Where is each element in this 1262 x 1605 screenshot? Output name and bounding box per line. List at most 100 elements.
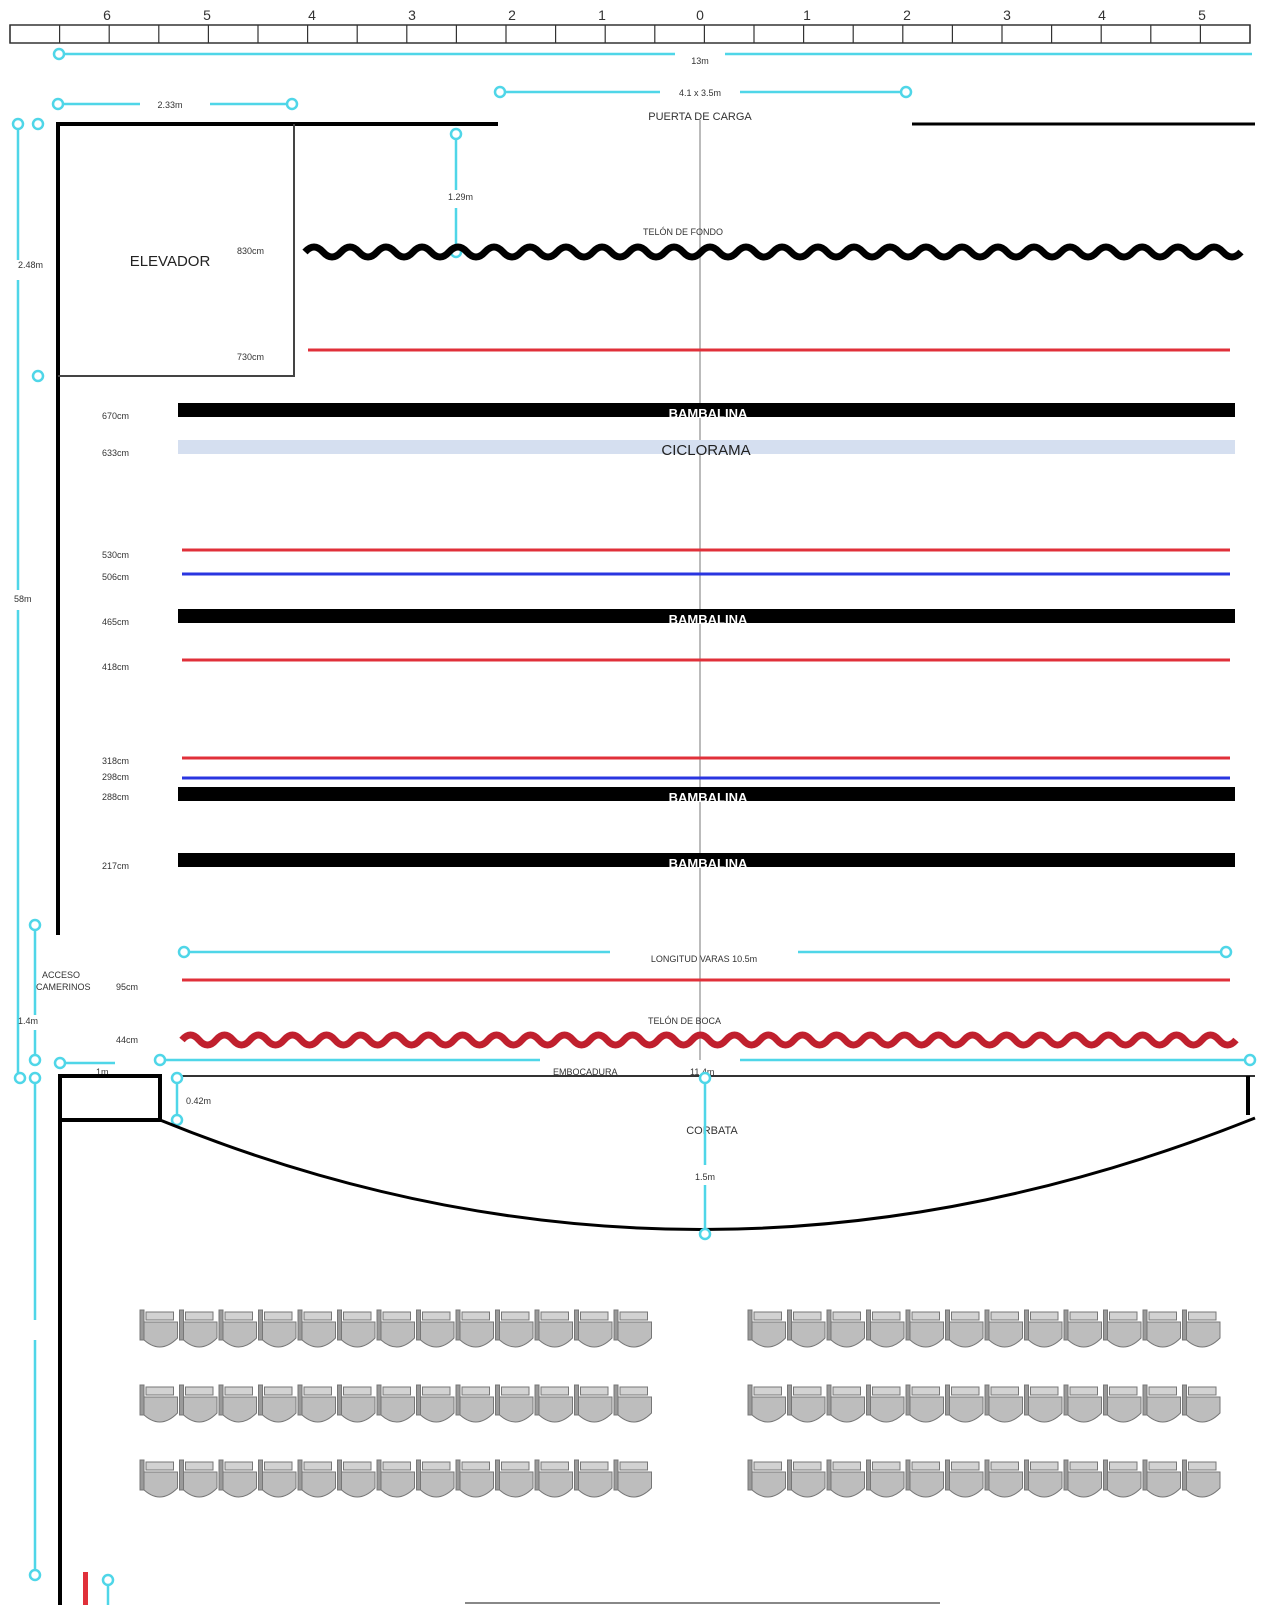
seat <box>787 1384 826 1423</box>
seat <box>534 1384 573 1423</box>
loading-door-size: 4.1 x 3.5m <box>679 88 721 98</box>
cyclorama-batten <box>178 440 1235 454</box>
seat <box>826 1459 865 1498</box>
seat <box>495 1459 534 1498</box>
seat <box>613 1384 652 1423</box>
batten-height-label: 506cm <box>102 572 129 582</box>
batten-height-label: 830cm <box>237 246 264 256</box>
seat <box>337 1459 376 1498</box>
seat <box>826 1309 865 1348</box>
red-marker <box>83 1572 88 1605</box>
elevator-width-dimension: 2.33m <box>51 97 299 111</box>
ruler-number: 2 <box>903 7 911 23</box>
seat <box>1103 1309 1142 1348</box>
seat <box>613 1309 652 1348</box>
seat <box>139 1309 178 1348</box>
batten-height-label: 633cm <box>102 448 129 458</box>
seat <box>747 1384 786 1423</box>
seat <box>747 1459 786 1498</box>
ruler-number: 2 <box>508 7 516 23</box>
back-wall <box>56 122 1255 935</box>
seat <box>218 1384 257 1423</box>
border-batten <box>178 609 1235 623</box>
seat <box>416 1309 455 1348</box>
seat <box>905 1309 944 1348</box>
seat <box>613 1459 652 1498</box>
seat <box>376 1459 415 1498</box>
seat <box>179 1309 218 1348</box>
ruler-number: 4 <box>1098 7 1106 23</box>
batten-height-label: 288cm <box>102 792 129 802</box>
seat <box>258 1384 297 1423</box>
seat <box>866 1459 905 1498</box>
seat <box>258 1309 297 1348</box>
total-width-label: 13m <box>691 56 709 66</box>
ruler-number: 3 <box>1003 7 1011 23</box>
batten-height-label: 530cm <box>102 550 129 560</box>
seat <box>574 1384 613 1423</box>
seat <box>495 1309 534 1348</box>
ruler-number: 0 <box>696 7 704 23</box>
front-curtain-label: TELÓN DE BOCA <box>648 1016 721 1026</box>
seat <box>1142 1459 1181 1498</box>
seat <box>179 1459 218 1498</box>
elevator-width-label: 2.33m <box>157 100 182 110</box>
proscenium-pillar <box>58 1074 162 1122</box>
backdrop-offset-label: 1.29m <box>448 192 473 202</box>
seat <box>787 1459 826 1498</box>
seat <box>297 1384 336 1423</box>
batten-height-label: 670cm <box>102 411 129 421</box>
seat <box>1142 1384 1181 1423</box>
seat <box>787 1309 826 1348</box>
seat <box>495 1384 534 1423</box>
seat <box>747 1309 786 1348</box>
seat <box>1063 1309 1102 1348</box>
dressing-access-label: CAMERINOS <box>36 982 91 992</box>
batten-height-label: 465cm <box>102 617 129 627</box>
battens: TELÓN DE FONDO 830cm 730cm BAMBALINA 670… <box>36 227 1244 1049</box>
backdrop-curtain <box>302 243 1244 261</box>
seat <box>416 1459 455 1498</box>
seat <box>1024 1309 1063 1348</box>
seat <box>376 1309 415 1348</box>
seat <box>984 1459 1023 1498</box>
ruler-ticks <box>9 25 1251 43</box>
bar-length-label: LONGITUD VARAS 10.5m <box>651 954 757 964</box>
seat <box>534 1459 573 1498</box>
seat <box>984 1384 1023 1423</box>
ruler-bar <box>9 24 1251 44</box>
batten-height-label: 298cm <box>102 772 129 782</box>
seat <box>139 1459 178 1498</box>
ruler-number: 1 <box>803 7 811 23</box>
front-curtain <box>179 1031 1239 1049</box>
seat <box>1063 1384 1102 1423</box>
seat <box>1182 1384 1221 1423</box>
batten-height-label: 318cm <box>102 756 129 766</box>
ruler-number: 4 <box>308 7 316 23</box>
seat <box>574 1459 613 1498</box>
corner-depth-label: 0.42m <box>186 1096 211 1106</box>
border-batten <box>178 787 1235 801</box>
loading-door: 4.1 x 3.5m PUERTA DE CARGA <box>493 85 913 123</box>
batten-height-label: 418cm <box>102 662 129 672</box>
seat <box>1182 1309 1221 1348</box>
seat <box>218 1459 257 1498</box>
proscenium: 1m EMBOCADURA 11.4m 0.42m CORBATA 1.5m <box>53 1053 1257 1605</box>
backdrop-offset-dimension: 1.29m <box>448 127 473 259</box>
seat <box>984 1309 1023 1348</box>
seat <box>337 1384 376 1423</box>
ruler-number: 3 <box>408 7 416 23</box>
apron-label: CORBATA <box>686 1125 738 1137</box>
seat <box>455 1309 494 1348</box>
seating <box>139 1309 1221 1498</box>
access-depth-label: 1.4m <box>18 1016 38 1026</box>
total-width-dimension: 13m <box>52 47 1252 66</box>
seat <box>534 1309 573 1348</box>
batten-height-label: 95cm <box>116 982 138 992</box>
seat <box>218 1309 257 1348</box>
backdrop-label: TELÓN DE FONDO <box>643 227 723 237</box>
seat <box>337 1309 376 1348</box>
apron-depth-label: 1.5m <box>695 1172 715 1182</box>
seat <box>866 1309 905 1348</box>
elevator: ELEVADOR 2.48m <box>18 124 295 377</box>
